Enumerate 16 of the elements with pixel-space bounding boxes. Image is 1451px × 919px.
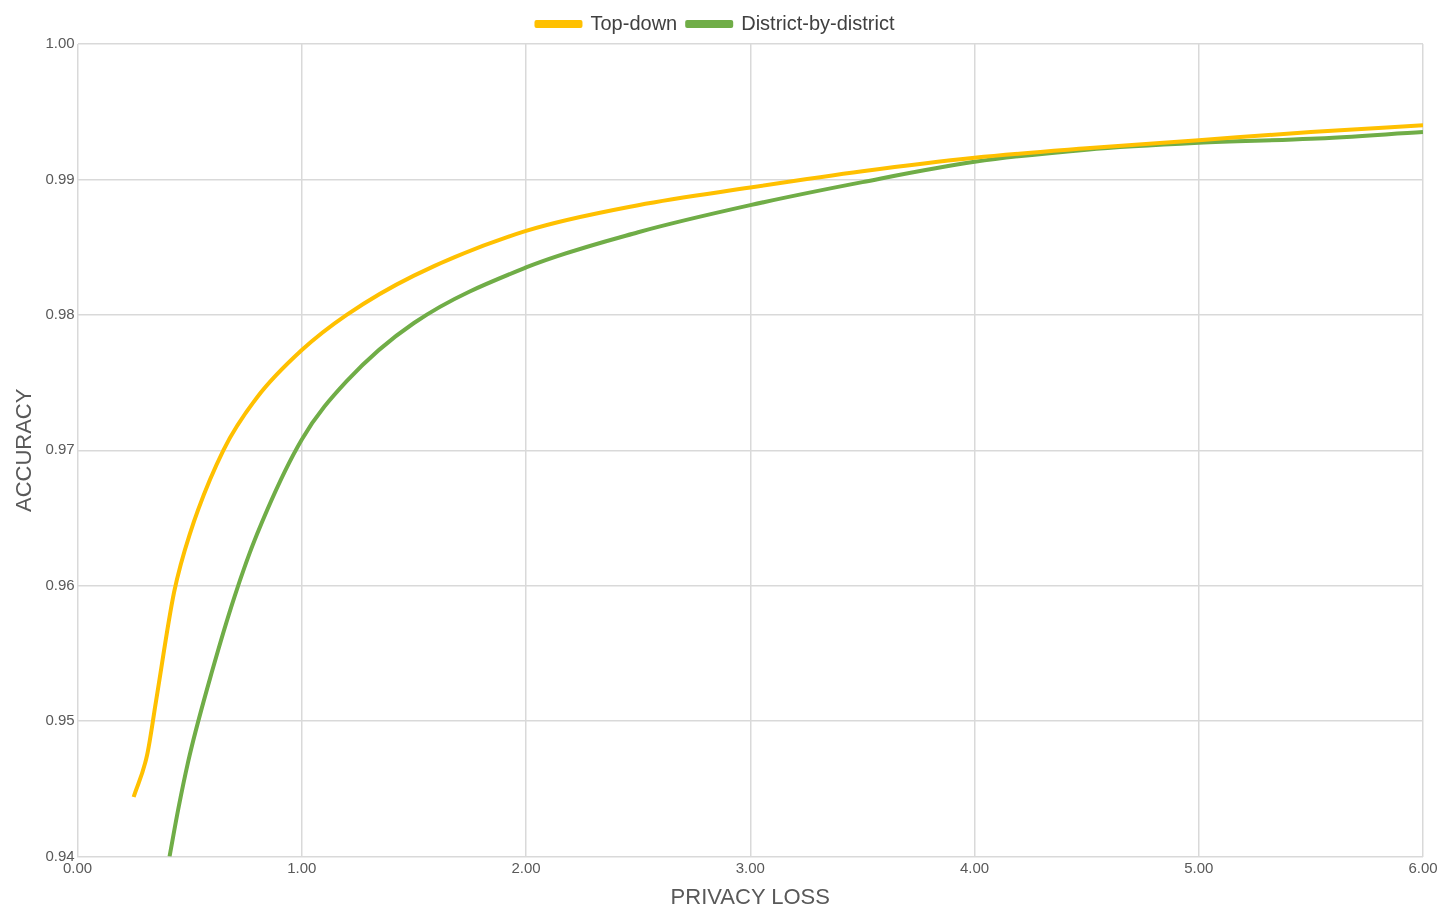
legend-label: Top-down bbox=[590, 11, 678, 34]
y-axis-title: ACCURACY bbox=[11, 388, 37, 513]
x-tick-label: 2.00 bbox=[511, 858, 541, 876]
x-tick-label: 6.00 bbox=[1408, 858, 1438, 876]
y-tick-label: 0.97 bbox=[45, 440, 75, 458]
legend-label: District-by-district bbox=[741, 11, 895, 34]
x-tick-label: 4.00 bbox=[959, 858, 990, 876]
x-tick-label: 3.00 bbox=[735, 858, 765, 876]
y-tick-label: 0.96 bbox=[45, 575, 75, 593]
x-axis-title: PRIVACY LOSS bbox=[670, 883, 830, 909]
y-tick-label: 1.00 bbox=[45, 34, 75, 52]
y-tick-label: 0.98 bbox=[45, 305, 75, 323]
y-tick-label: 0.95 bbox=[45, 711, 75, 729]
x-tick-label: 5.00 bbox=[1184, 858, 1214, 876]
y-tick-label: 0.99 bbox=[45, 169, 75, 187]
x-tick-label: 1.00 bbox=[287, 858, 317, 876]
